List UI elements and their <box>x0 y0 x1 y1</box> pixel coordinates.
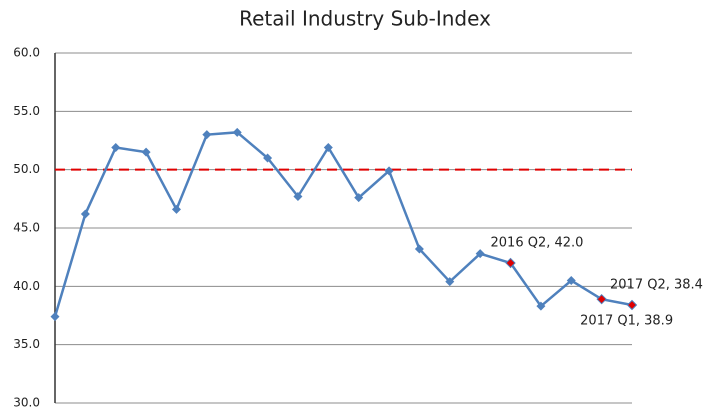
marker <box>414 244 424 254</box>
marker <box>566 276 576 285</box>
marker <box>626 299 638 311</box>
y-tick-label: 45.0 <box>13 221 40 235</box>
marker <box>202 130 212 140</box>
marker <box>171 204 181 214</box>
marker <box>293 192 303 201</box>
y-tick-label: 30.0 <box>13 396 40 409</box>
line <box>53 131 633 318</box>
y-tick-label: 35.0 <box>13 337 40 351</box>
marker <box>596 293 607 305</box>
y-tick-label: 40.0 <box>13 279 40 293</box>
annotation: 2016 Q2, 42.0 <box>491 236 584 251</box>
marker <box>354 193 364 203</box>
marker <box>141 147 151 157</box>
marker <box>111 143 121 152</box>
marker <box>384 166 394 176</box>
marker <box>445 277 455 287</box>
marker <box>475 249 485 259</box>
marker <box>232 127 242 137</box>
y-tick-label: 55.0 <box>13 104 40 118</box>
y-tick-label: 50.0 <box>13 162 40 176</box>
annotation: 2017 Q1, 38.9 <box>580 314 673 329</box>
marker <box>536 301 546 311</box>
marker <box>505 257 516 269</box>
annotation: 2017 Q2, 38.4 <box>610 278 703 293</box>
y-tick-label: 60.0 <box>13 46 40 60</box>
marker <box>263 153 273 163</box>
marker <box>323 143 333 152</box>
marker <box>50 312 60 322</box>
marker <box>80 209 90 219</box>
chart-title: Retail Industry Sub-Index <box>239 7 491 31</box>
